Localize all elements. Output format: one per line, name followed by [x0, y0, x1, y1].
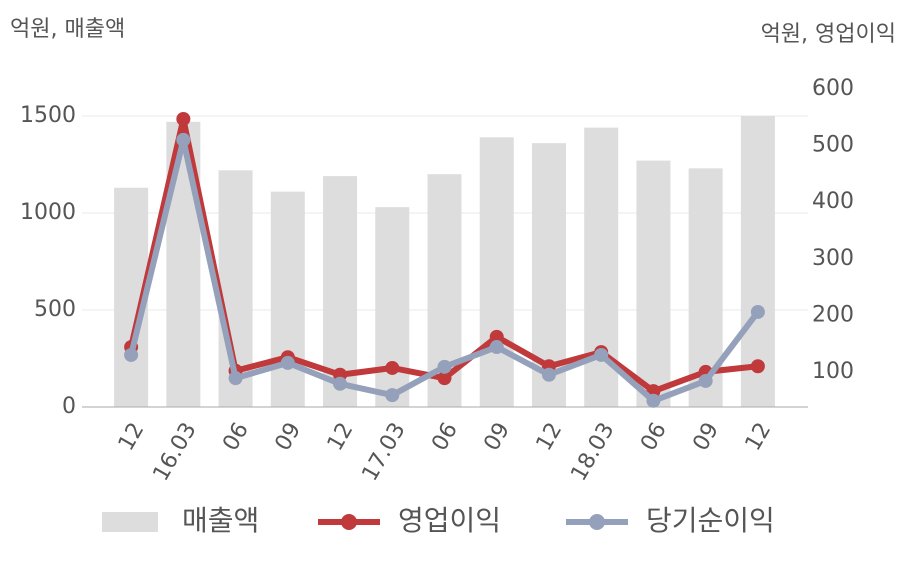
- point: [750, 359, 765, 374]
- x-tick-label: 06: [427, 419, 463, 456]
- bar: [375, 207, 410, 407]
- x-tick-label: 09: [479, 419, 515, 456]
- x-tick-label: 09: [271, 419, 307, 456]
- x-tick-label: 12: [532, 419, 568, 456]
- y2-tick-label: 500: [812, 133, 854, 158]
- point: [489, 329, 504, 344]
- point: [541, 367, 556, 382]
- bar: [740, 115, 775, 408]
- point: [228, 371, 243, 386]
- point: [646, 393, 661, 408]
- x-tick-label: 18.03: [566, 419, 619, 486]
- bar: [636, 160, 671, 407]
- point: [124, 347, 139, 362]
- x-tick-label: 06: [218, 419, 254, 456]
- y-tick-label: 0: [62, 394, 76, 419]
- y2-tick-label: 400: [812, 189, 854, 214]
- point: [489, 340, 504, 355]
- point: [333, 376, 348, 391]
- point: [750, 304, 765, 319]
- y-tick-label: 1500: [20, 103, 76, 128]
- bar: [479, 137, 514, 408]
- x-tick-label: 06: [636, 419, 672, 456]
- legend-label: 매출액: [182, 504, 259, 537]
- bar: [270, 191, 305, 407]
- x-tick-label: 09: [688, 419, 724, 456]
- y2-tick-label: 600: [812, 76, 854, 101]
- point: [176, 132, 191, 147]
- y-axis-title: 억원, 매출액: [10, 17, 125, 42]
- point: [437, 359, 452, 374]
- point: [437, 371, 452, 386]
- legend-swatch: [102, 512, 158, 532]
- y2-tick-label: 100: [812, 359, 854, 384]
- x-tick-label: 17.03: [358, 419, 411, 486]
- point: [594, 347, 609, 362]
- x-tick-label: 12: [323, 419, 359, 456]
- legend-swatch: [341, 514, 357, 530]
- y2-axis-title: 억원, 영업이익: [761, 22, 896, 47]
- y-tick-label: 500: [34, 297, 76, 322]
- point: [176, 111, 191, 126]
- point: [698, 373, 713, 388]
- point: [280, 355, 295, 370]
- y2-tick-label: 200: [812, 302, 854, 327]
- x-tick-label: 12: [114, 419, 150, 456]
- x-tick-label: 12: [741, 419, 777, 456]
- point: [385, 388, 400, 403]
- point: [385, 360, 400, 375]
- legend-swatch: [589, 514, 605, 530]
- y-tick-label: 1000: [20, 200, 76, 225]
- y2-tick-label: 300: [812, 246, 854, 271]
- legend-label: 영업이익: [398, 504, 501, 537]
- x-tick-label: 16.03: [149, 419, 202, 486]
- legend-label: 당기순이익: [646, 504, 775, 537]
